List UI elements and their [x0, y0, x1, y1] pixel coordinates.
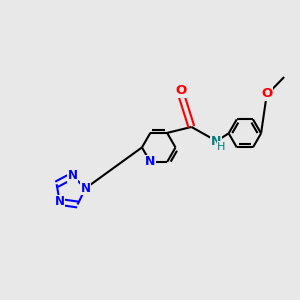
Text: N: N [145, 155, 155, 169]
Text: N: N [80, 182, 91, 195]
Text: O: O [261, 87, 272, 100]
Text: N: N [211, 134, 221, 148]
Text: N: N [55, 196, 65, 208]
Text: H: H [217, 142, 226, 152]
Text: N: N [68, 169, 77, 182]
Text: O: O [175, 84, 186, 98]
